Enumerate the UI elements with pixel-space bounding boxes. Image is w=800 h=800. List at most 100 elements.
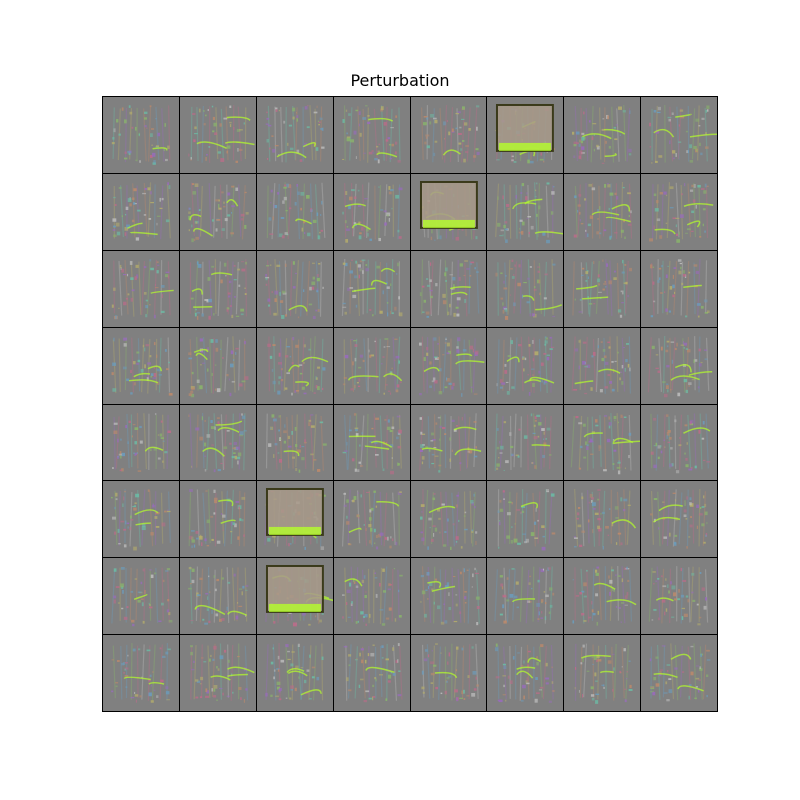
tile-noise bbox=[574, 643, 633, 704]
tile-noise bbox=[419, 566, 480, 626]
perturbation-tile bbox=[564, 404, 641, 481]
tile-noise bbox=[650, 489, 708, 550]
perturbation-tile bbox=[487, 404, 564, 481]
perturbation-tile bbox=[564, 558, 641, 635]
figure-title: Perturbation bbox=[350, 71, 450, 90]
perturbation-tile bbox=[333, 558, 410, 635]
tile-noise bbox=[648, 566, 709, 626]
tile-noise bbox=[650, 258, 710, 318]
perturbation-tile bbox=[103, 635, 179, 711]
tile-noise bbox=[188, 335, 249, 397]
perturbation-tile bbox=[641, 481, 717, 558]
tile-noise bbox=[111, 643, 171, 703]
tile-noise bbox=[111, 489, 171, 551]
perturbation-tile bbox=[641, 404, 717, 481]
tile-noise bbox=[571, 412, 641, 474]
perturbation-tile bbox=[179, 327, 256, 404]
perturbation-tile bbox=[103, 250, 179, 327]
tile-noise bbox=[341, 566, 403, 627]
perturbation-tile bbox=[256, 558, 333, 635]
perturbation-tile bbox=[256, 481, 333, 558]
tile-noise bbox=[495, 643, 556, 703]
perturbation-tile bbox=[179, 635, 256, 711]
tile-noise bbox=[265, 413, 327, 473]
perturbation-tile bbox=[179, 404, 256, 481]
perturbation-tile bbox=[179, 481, 256, 558]
tile-noise bbox=[266, 335, 329, 396]
tile-noise bbox=[420, 643, 479, 702]
tile-noise bbox=[419, 259, 479, 318]
perturbation-tile bbox=[103, 327, 179, 404]
perturbation-tile bbox=[333, 327, 410, 404]
perturbation-tile bbox=[333, 97, 410, 173]
perturbation-tile bbox=[410, 635, 487, 711]
tile-noise bbox=[572, 566, 637, 626]
tile-noise bbox=[571, 335, 632, 394]
tile-noise bbox=[573, 489, 637, 550]
perturbation-tile bbox=[410, 250, 487, 327]
tile-noise bbox=[188, 182, 249, 243]
perturbation-tile bbox=[103, 97, 179, 173]
perturbation-tile bbox=[641, 250, 717, 327]
perturbation-tile bbox=[256, 97, 333, 173]
tile-noise bbox=[342, 412, 402, 474]
perturbation-tile bbox=[410, 481, 487, 558]
perturbation-tile bbox=[487, 173, 564, 250]
perturbation-tile bbox=[641, 558, 717, 635]
tile-noise bbox=[188, 489, 246, 549]
tile-noise bbox=[265, 105, 325, 163]
perturbation-tile bbox=[487, 327, 564, 404]
tile-noise bbox=[649, 182, 714, 243]
perturbation-tile bbox=[564, 481, 641, 558]
perturbation-tile bbox=[256, 404, 333, 481]
perturbation-tile bbox=[487, 481, 564, 558]
perturbation-tile bbox=[103, 404, 179, 481]
perturbation-tile bbox=[641, 635, 717, 711]
perturbation-tile bbox=[564, 97, 641, 173]
tile-noise bbox=[647, 335, 713, 397]
perturbation-tile bbox=[256, 173, 333, 250]
tile-noise bbox=[649, 643, 711, 702]
tile-noise bbox=[494, 566, 555, 624]
tile-noise bbox=[188, 105, 255, 163]
tile-noise bbox=[341, 182, 403, 243]
tile-noise bbox=[343, 643, 403, 703]
tile-noise bbox=[111, 258, 174, 319]
perturbation-tile bbox=[487, 97, 564, 173]
tile-noise bbox=[111, 567, 173, 627]
perturbation-tile bbox=[410, 558, 487, 635]
perturbation-tile bbox=[410, 173, 487, 250]
perturbation-tile bbox=[410, 404, 487, 481]
perturbation-tile bbox=[179, 558, 256, 635]
tile-noise bbox=[496, 336, 555, 396]
perturbation-tile bbox=[256, 635, 333, 711]
tile-noise bbox=[187, 566, 249, 625]
perturbation-tile bbox=[333, 250, 410, 327]
perturbation-tile bbox=[103, 481, 179, 558]
perturbation-tile bbox=[641, 97, 717, 173]
perturbation-tile bbox=[564, 635, 641, 711]
perturbation-tile bbox=[256, 250, 333, 327]
tile-noise bbox=[419, 180, 478, 241]
tile-noise bbox=[112, 412, 172, 472]
tile-noise bbox=[188, 412, 247, 472]
tile-noise bbox=[265, 565, 333, 627]
tile-noise bbox=[189, 643, 255, 703]
tile-noise bbox=[497, 489, 556, 551]
perturbation-tile bbox=[564, 250, 641, 327]
tile-noise bbox=[649, 105, 717, 164]
perturbation-tile bbox=[333, 404, 410, 481]
tile-noise bbox=[495, 258, 563, 320]
perturbation-tile bbox=[487, 250, 564, 327]
perturbation-tile bbox=[179, 250, 256, 327]
tile-noise bbox=[495, 103, 556, 164]
perturbation-tile bbox=[410, 97, 487, 173]
tile-noise bbox=[418, 336, 484, 397]
tile-noise bbox=[266, 182, 326, 240]
perturbation-tile bbox=[103, 173, 179, 250]
perturbation-tile bbox=[103, 558, 179, 635]
tile-noise bbox=[573, 181, 633, 240]
perturbation-tile bbox=[487, 635, 564, 711]
tile-noise bbox=[495, 412, 553, 471]
tile-noise bbox=[341, 489, 402, 550]
